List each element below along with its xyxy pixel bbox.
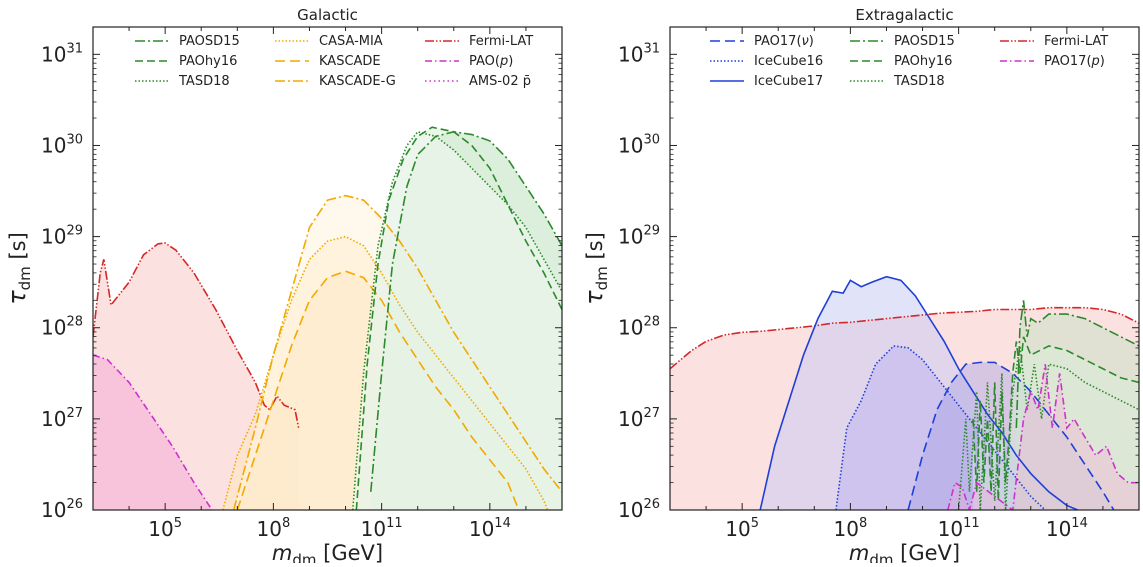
x-tick-label: 108 [834, 516, 868, 541]
extragalactic-plot-area [670, 277, 1139, 510]
legend-label: KASCADE-G [319, 74, 396, 89]
y-tick-label: 1027 [41, 406, 83, 431]
x-tick-label: 1014 [469, 516, 511, 541]
x-tick-label: 108 [257, 516, 291, 541]
legend-label: IceCube16 [754, 54, 823, 69]
y-axis-label: τdm [s] [3, 232, 34, 305]
y-tick-label: 1028 [618, 315, 660, 340]
galactic-plot-area [93, 127, 562, 519]
y-tick-label: 1028 [41, 315, 83, 340]
legend-label: KASCADE [319, 54, 381, 69]
x-axis-label: mdm [GeV] [272, 541, 383, 563]
y-tick-label: 1031 [618, 41, 660, 66]
series-fill-tasd18 [353, 132, 562, 510]
extragalactic-panel: 105 108 1011 1014 1026 1027 1028 1029 1030 1031 Ex… [580, 6, 1139, 563]
x-tick-label: 1011 [361, 516, 403, 541]
x-tick-label: 105 [148, 516, 182, 541]
legend-label: TASD18 [178, 74, 230, 89]
legend-label: PAOSD15 [894, 34, 955, 49]
series-line-ams-02-p- [111, 510, 118, 519]
legend-label: PAOhy16 [179, 54, 237, 69]
y-tick-label: 1030 [41, 132, 83, 157]
legend-label: Fermi-LAT [1044, 34, 1108, 49]
panel-title: Extragalactic [855, 6, 953, 24]
x-tick-label: 1014 [1046, 516, 1088, 541]
legend-label: TASD18 [893, 74, 945, 89]
x-axis-label: mdm [GeV] [849, 541, 960, 563]
galactic-panel: 105 108 1011 1014 1026 1027 1028 1029 1030 1031 Ga… [3, 6, 562, 563]
y-tick-label: 1027 [618, 406, 660, 431]
legend-label: IceCube17 [754, 74, 823, 89]
legend-label: PAOhy16 [894, 54, 952, 69]
y-tick-label: 1031 [41, 41, 83, 66]
legend-label: PAOSD15 [179, 34, 240, 49]
legend-label: PAO17(ν) [754, 34, 814, 49]
y-tick-label: 1029 [41, 224, 83, 249]
panel-title: Galactic [297, 6, 358, 24]
x-tick-label: 105 [725, 516, 759, 541]
legend-label: Fermi-LAT [469, 34, 533, 49]
y-tick-label: 1029 [618, 224, 660, 249]
y-tick-label: 1026 [618, 497, 660, 522]
x-tick-label: 1011 [938, 516, 980, 541]
y-tick-label: 1030 [618, 132, 660, 157]
legend-label: CASA-MIA [319, 34, 383, 49]
legend-label: PAO(p) [469, 54, 513, 69]
y-tick-label: 1026 [41, 497, 83, 522]
legend-label: PAO17(p) [1044, 54, 1105, 69]
y-axis-label: τdm [s] [580, 232, 611, 305]
legend-label: AMS-02 p̄ [469, 74, 531, 89]
